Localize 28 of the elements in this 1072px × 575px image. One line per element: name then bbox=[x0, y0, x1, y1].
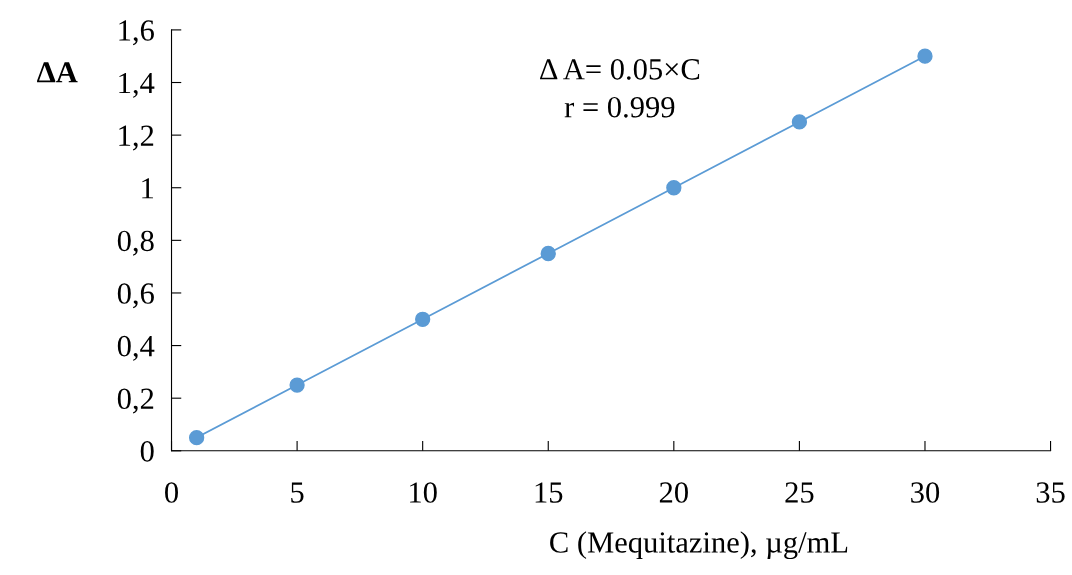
point bbox=[666, 180, 682, 196]
point bbox=[917, 48, 933, 64]
y-tick-label: 0,4 bbox=[117, 335, 155, 361]
x-tick-label: 0 bbox=[165, 482, 178, 503]
y-axis-title: ΔA bbox=[37, 62, 78, 83]
y-tick-label: 1,4 bbox=[119, 72, 155, 98]
point bbox=[289, 377, 305, 393]
annotation: Δ A= 0.05×C bbox=[540, 59, 700, 80]
y-tick-label: 1,2 bbox=[119, 125, 154, 151]
x-tick-label: 10 bbox=[410, 482, 437, 503]
y-tick-label: 0 bbox=[140, 441, 154, 462]
point bbox=[540, 245, 556, 262]
y-tick-label: 0,2 bbox=[117, 388, 154, 414]
x-tick-label: 30 bbox=[911, 482, 940, 503]
y-tick-label: 1,6 bbox=[119, 20, 154, 46]
x-tick-label: 35 bbox=[1036, 482, 1065, 503]
y-tick-label: 1 bbox=[142, 178, 154, 199]
x-tick-label: 15 bbox=[535, 482, 563, 503]
x-tick-label: 25 bbox=[785, 482, 814, 503]
point bbox=[188, 430, 205, 446]
x-axis-title: C (Mequitazine), µg/mL bbox=[550, 531, 848, 560]
point bbox=[791, 114, 808, 130]
annotation: r = 0.999 bbox=[564, 96, 675, 118]
point bbox=[415, 311, 431, 327]
y-tick-label: 0,8 bbox=[117, 230, 154, 256]
x-tick-label: 5 bbox=[291, 482, 304, 503]
x-tick-label: 20 bbox=[659, 482, 688, 503]
y-tick-label: 0,6 bbox=[117, 283, 154, 309]
